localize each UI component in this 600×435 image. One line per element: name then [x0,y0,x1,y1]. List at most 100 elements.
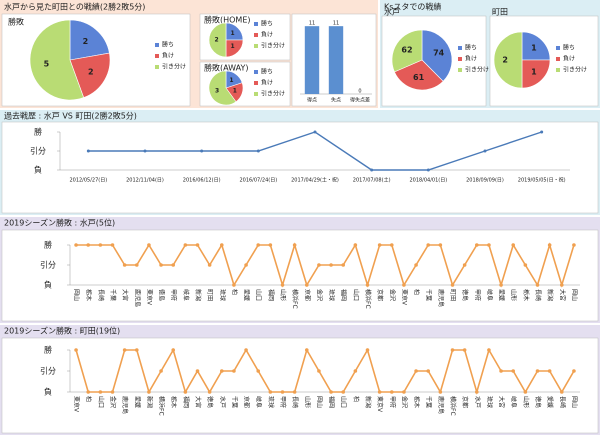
x-tick-label: 柏 [85,396,93,402]
point [292,243,297,247]
point [329,263,333,267]
x-tick-label: 金沢 [315,289,323,301]
x-tick-label: 横浜FC [291,289,299,309]
x-tick-label: 琉球 [328,289,336,301]
data-label: 1 [233,87,237,94]
x-tick-label: 水戸 [473,396,481,408]
x-tick-label: 東京V [145,289,153,306]
point [147,390,151,394]
x-tick-label: 東京V [376,396,384,413]
data-label: 1 [229,77,233,84]
x-tick-label: 福岡 [328,396,336,408]
x-tick-label: 千葉 [425,396,433,408]
legend-swatch [458,68,462,72]
legend-label: 勝ち [465,44,477,52]
legend-swatch [254,22,258,26]
point [438,390,443,394]
y-tick-label: 引分 [30,147,46,156]
x-tick-label: 琉球 [485,396,493,408]
point [86,243,91,247]
point [499,283,503,287]
x-tick-label: 鹿児島 [121,396,129,414]
point [317,263,321,267]
y-tick-label: 勝 [44,345,52,355]
x-tick-label: 岐阜 [255,396,263,408]
x-tick-label: 栃木 [413,396,421,408]
point [134,348,139,352]
bar [328,26,344,95]
point [195,243,200,247]
pie-slice [394,59,444,91]
x-tick-label: 東京V [400,289,408,306]
x-tick-label: 千葉 [109,289,117,301]
x-tick-label: 愛媛 [243,289,251,301]
x-tick-label: 鹿児島 [437,289,445,307]
x-tick-label: 新潟 [546,289,554,301]
point [402,283,406,287]
x-tick-label: 千葉 [230,396,238,408]
legend-label: 引き分け [261,90,285,98]
x-tick-label: 柏 [352,396,360,402]
point [462,348,467,352]
legend-label: 引き分け [261,42,285,50]
line [76,242,575,288]
point [523,263,528,267]
x-tick-label: 金沢 [109,396,117,408]
point [134,263,139,267]
x-tick-label: 京都 [376,289,384,301]
point [244,263,248,267]
point [183,243,188,247]
point [499,369,503,373]
x-tick-label: 福岡 [267,289,275,301]
x-tick-label: 新潟 [364,396,372,408]
y-tick-label: 引分 [40,367,56,376]
x-tick-label: 栃木 [522,289,530,301]
point [304,348,309,352]
point [200,149,204,153]
legend-swatch [254,92,258,96]
card [1,229,599,322]
x-tick-label: 新潟 [194,289,202,301]
point [511,243,516,247]
point [219,243,224,247]
point [483,149,487,153]
line [75,347,575,395]
x-tick-label: 柏 [413,289,421,295]
point [511,369,516,373]
point [365,283,370,287]
point [256,369,261,373]
point [207,263,212,267]
x-tick-label: 愛媛 [498,289,506,301]
legend-label: 勝ち [563,44,575,52]
point [547,369,552,373]
legend-label: 勝ち [162,41,174,49]
legend-label: 引き分け [563,66,587,74]
y-tick-label: 負 [44,387,52,397]
x-tick-label: 愛媛 [546,396,554,408]
point [86,149,90,153]
x-tick-label: 長崎 [97,289,105,301]
point [572,369,576,373]
section-title: 2019シーズン勝敗 : 町田(19位) [4,326,120,336]
point [268,390,273,394]
point [110,243,115,247]
legend-swatch [254,70,258,74]
x-tick-label: 鹿児島 [133,289,141,307]
x-tick-label: 徳島 [158,289,166,301]
x-tick-label: 山形 [522,396,530,408]
point [74,348,78,352]
pie-slice [421,29,453,82]
x-tick-label: 2016/06/12(日) [183,178,221,184]
x-tick-label: 山形 [510,289,518,301]
x-tick-label: 東京V [73,396,81,413]
x-tick-label: 大宮 [558,289,566,301]
point [370,168,374,172]
data-label: 11 [333,21,339,27]
point [547,243,552,247]
legend-swatch [254,81,258,85]
data-label: 3 [215,87,219,94]
x-tick-label: 2017/04/29(土・祝) [291,177,339,184]
x-tick-label: 岐阜 [510,396,518,408]
x-tick-label: 横浜FC [449,396,457,416]
legend-swatch [155,43,159,47]
